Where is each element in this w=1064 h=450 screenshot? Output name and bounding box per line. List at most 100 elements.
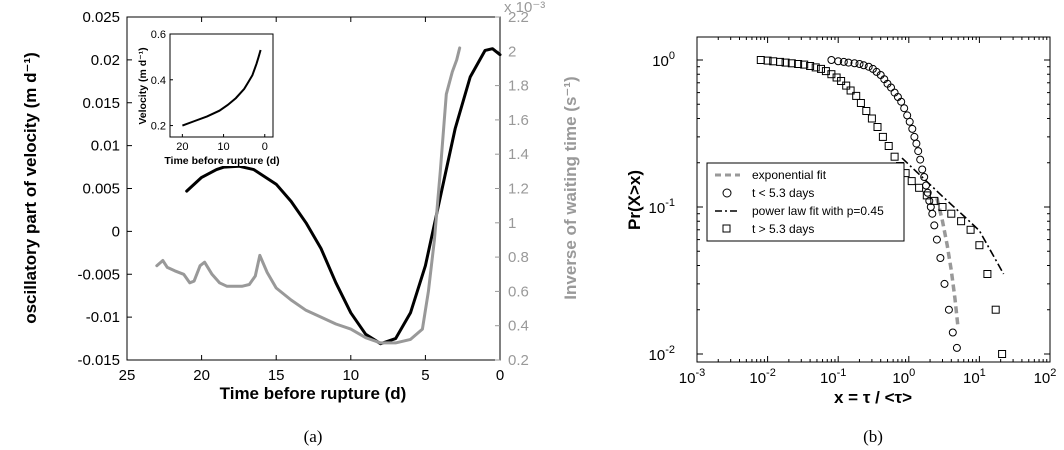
square-marker-point (947, 209, 956, 218)
square-marker-point (800, 60, 809, 69)
circle-marker-point (844, 58, 853, 67)
circle-marker-point (905, 117, 914, 126)
circle-marker-point (925, 196, 934, 205)
inset-x-tick-label: 10 (217, 141, 229, 153)
y-tick-label-right: 0.6 (508, 283, 529, 300)
y-tick-label-left: -0.015 (77, 352, 120, 369)
circle-marker-point (940, 279, 949, 288)
panel-a-inset: 20 10 0 0.2 0.4 0.6 Time before rupture (d) V… (136, 26, 280, 167)
x-tick-label: 10-1 (820, 367, 846, 387)
inset-x-label: Time before rupture (d) (164, 155, 279, 167)
circle-marker-point (897, 97, 906, 106)
square-marker-point (873, 123, 882, 131)
inset-x-tick-label: 20 (176, 141, 188, 153)
y-tick-label-left: 0.015 (82, 95, 120, 112)
circle-marker-point (850, 59, 859, 68)
square-marker-point (890, 152, 899, 161)
x-tick-base: 10 (963, 370, 980, 387)
legend-square-marker (722, 224, 731, 233)
square-marker-point (842, 81, 851, 90)
x-tick-exponent: 2 (1050, 367, 1056, 379)
circle-marker-point (948, 328, 957, 337)
y-tick-label-right: 2.2 (508, 9, 529, 26)
square-marker-point (776, 57, 784, 66)
x-tick-label: 10-2 (749, 367, 775, 387)
square-marker-point (966, 225, 975, 234)
circle-marker-point (859, 61, 868, 70)
velocity-oscillation-line (185, 47, 502, 346)
square-marker-point (852, 91, 861, 100)
panel-a-y-ticks-left: -0.015 -0.01 -0.005 0 0.005 0.01 0.015 0.02 0.02… (77, 9, 132, 369)
y-tick-label-right: 1.6 (508, 112, 529, 129)
circle-marker-point (834, 57, 843, 66)
circle-marker-point (916, 155, 925, 164)
circle-marker-point (839, 57, 848, 66)
legend-t-gt-label: t > 5.3 days (752, 222, 814, 236)
square-marker-point (930, 196, 939, 205)
y-tick-base: 10 (649, 347, 666, 364)
y-tick-label: 100 (652, 50, 675, 70)
panel-b-legend: exponential fit t < 5.3 days power law f… (706, 162, 905, 242)
circle-marker-point (855, 60, 864, 68)
waiting-time-line (155, 46, 462, 345)
circle-marker-point (864, 62, 873, 71)
circle-marker-point (952, 343, 961, 352)
square-marker-point (915, 183, 924, 192)
x-tick-base: 10 (1034, 370, 1051, 387)
x-tick-label: 25 (119, 367, 136, 384)
x-tick-base: 10 (679, 370, 696, 387)
circle-marker-point (914, 147, 923, 156)
circle-marker-point (936, 254, 945, 262)
circle-marker-point (920, 173, 929, 181)
y-tick-label-left: -0.005 (77, 266, 120, 283)
y-tick-label-right: 0.4 (508, 318, 529, 335)
inset-y-tick-label: 0.4 (151, 75, 166, 87)
circle-marker-point (912, 139, 921, 148)
inset-ticks: 20 10 0 0.2 0.4 0.6 (151, 29, 268, 153)
square-marker-point (907, 177, 916, 186)
panel-b-y-label: Pr(X>x) (625, 170, 644, 230)
square-marker-point (938, 203, 947, 211)
legend-exponential-label: exponential fit (752, 168, 827, 182)
inset-y-label: Velocity (m d⁻¹) (137, 47, 149, 124)
panel-a-right-multiplier: x 10⁻³ (504, 0, 545, 16)
panel-a: 25 20 15 10 5 0 -0.015-0.01-0.00500.0050.010.… (21, 0, 580, 446)
circle-marker-point (932, 235, 941, 244)
x-tick-label: 102 (1034, 367, 1057, 387)
inset-background (136, 26, 280, 166)
y-tick-exponent: 0 (669, 50, 675, 62)
y-tick-label-left: 0.005 (82, 181, 120, 198)
panel-a-series (155, 46, 502, 346)
square-marker-point (794, 60, 803, 68)
panel-a-y-label-left: oscillatory part of velocity (m d⁻¹) (21, 52, 40, 324)
y-tick-label-right: 1 (508, 215, 516, 232)
square-marker-point (878, 132, 887, 141)
square-marker-point (846, 86, 855, 95)
square-marker-point (957, 217, 966, 226)
panel-a-x-label: Time before rupture (d) (220, 384, 407, 403)
panel-b-label: (b) (863, 427, 883, 446)
x-tick-exponent: 1 (980, 367, 986, 379)
x-tick-label: 100 (892, 367, 915, 387)
square-marker-point (787, 59, 796, 68)
y-tick-label-left: -0.01 (86, 309, 120, 326)
x-tick-label: 20 (193, 367, 210, 384)
circle-marker-point (930, 221, 939, 230)
square-marker-point (837, 77, 846, 85)
circle-marker-point (900, 104, 909, 113)
circle-marker-point (918, 165, 927, 174)
panel-b-axes-frame (696, 36, 1051, 363)
y-tick-label-right: 1.8 (508, 78, 529, 95)
square-marker-point (975, 241, 984, 250)
y-tick-label-left: 0.02 (91, 52, 120, 69)
y-tick-base: 10 (652, 53, 669, 70)
square-marker-point (862, 107, 871, 115)
square-marker-point (781, 58, 790, 67)
x-tick-label: 0 (496, 367, 504, 384)
inset-y-tick-label: 0.6 (151, 29, 166, 41)
y-tick-label-right: 0.8 (508, 249, 529, 266)
circle-marker-point (944, 305, 953, 314)
square-marker-point (856, 99, 865, 107)
